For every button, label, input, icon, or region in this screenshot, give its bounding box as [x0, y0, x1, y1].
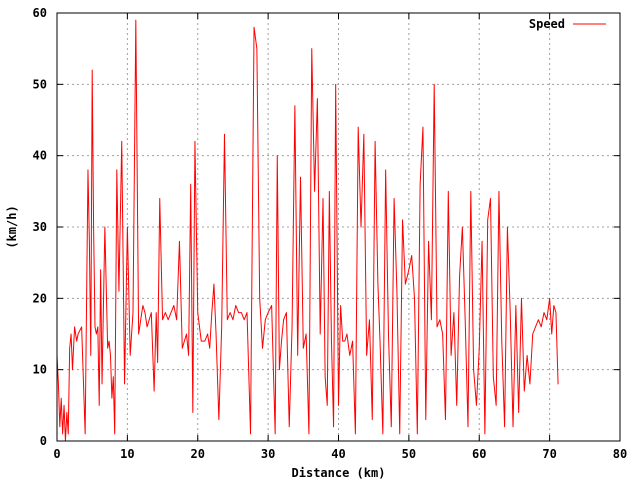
x-axis-label: Distance (km)	[292, 466, 386, 480]
x-tick-label: 30	[261, 447, 275, 461]
grid	[57, 13, 620, 441]
y-tick-label: 60	[33, 6, 47, 20]
x-tick-label: 0	[53, 447, 60, 461]
x-tick-label: 70	[542, 447, 556, 461]
x-tick-label: 60	[472, 447, 486, 461]
x-tick-labels: 0 10 20 30 40 50 60 70 80	[53, 447, 627, 461]
legend-label-speed: Speed	[529, 17, 565, 31]
y-tick-label: 40	[33, 149, 47, 163]
y-tick-label: 30	[33, 220, 47, 234]
y-tick-label: 10	[33, 363, 47, 377]
y-tick-label: 50	[33, 77, 47, 91]
y-tick-label: 0	[40, 434, 47, 448]
plot-area	[56, 19, 559, 442]
y-axis-label: (km/h)	[5, 205, 19, 248]
x-tick-label: 40	[331, 447, 345, 461]
y-tick-label: 20	[33, 291, 47, 305]
x-tick-label: 20	[191, 447, 205, 461]
series-line-speed	[56, 19, 559, 442]
legend: Speed	[529, 17, 606, 31]
x-tick-label: 10	[120, 447, 134, 461]
y-tick-labels: 0 10 20 30 40 50 60	[33, 6, 47, 448]
x-tick-label: 80	[613, 447, 627, 461]
x-tick-label: 50	[402, 447, 416, 461]
plot-frame	[56, 12, 621, 442]
